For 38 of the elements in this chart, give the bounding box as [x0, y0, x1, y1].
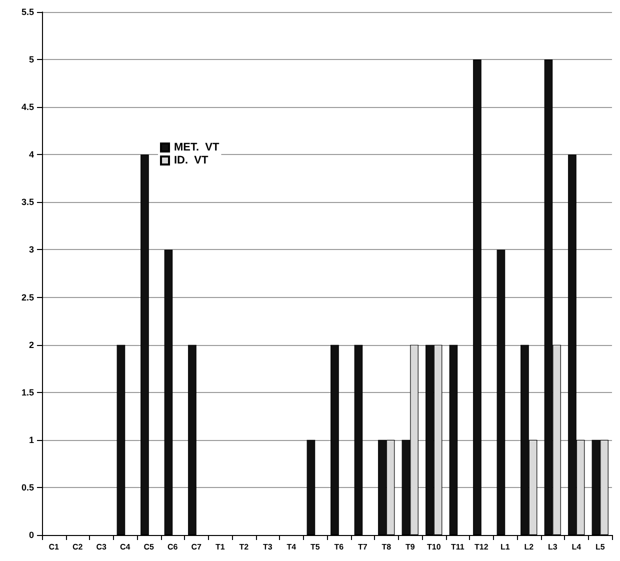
y-tick-label: 2.5 [21, 292, 34, 302]
legend-label: MET. VT [174, 142, 220, 154]
y-tick-label: 5 [28, 54, 34, 65]
x-tick-label: L4 [572, 542, 582, 552]
y-tick-label: 0.5 [21, 482, 34, 492]
x-tick-label: C7 [191, 542, 202, 552]
x-tick-label: T11 [450, 542, 465, 552]
x-tick-label: T6 [334, 542, 344, 552]
x-tick-label: L3 [548, 542, 558, 552]
y-tick-label: 3 [28, 244, 34, 255]
y-tick-label: 5.5 [21, 7, 34, 17]
x-tick-label: C5 [144, 542, 155, 552]
x-tick-label: T4 [286, 542, 297, 552]
x-tick-label: T8 [382, 542, 392, 552]
legend-label: ID. VT [174, 154, 209, 166]
x-tick-label: L2 [524, 542, 534, 552]
x-tick-label: C6 [168, 542, 178, 552]
x-tick-label: T10 [426, 542, 442, 552]
x-tick-label: C2 [72, 542, 84, 552]
x-tick-label: T5 [310, 542, 320, 552]
y-tick-label: 4.5 [21, 102, 34, 112]
x-tick-label: C4 [120, 542, 131, 552]
x-tick-label: T3 [262, 542, 273, 552]
x-tick-label: T1 [215, 542, 226, 552]
y-tick-label: 1 [28, 434, 34, 445]
x-tick-label: T12 [474, 542, 489, 552]
x-tick-label: T9 [405, 542, 416, 552]
y-tick-label: 0 [28, 530, 34, 540]
x-tick-label: L5 [595, 542, 606, 552]
y-tick-label: 1.5 [21, 387, 34, 398]
x-tick-label: T2 [239, 542, 250, 552]
x-tick-label: C3 [96, 542, 108, 552]
x-tick-label: T7 [358, 542, 368, 552]
y-tick-label: 2 [28, 340, 34, 350]
x-tick-label: L1 [500, 542, 510, 552]
y-tick-label: 3.5 [21, 197, 34, 208]
x-tick-label: C1 [48, 542, 60, 552]
y-tick-label: 4 [28, 150, 34, 160]
